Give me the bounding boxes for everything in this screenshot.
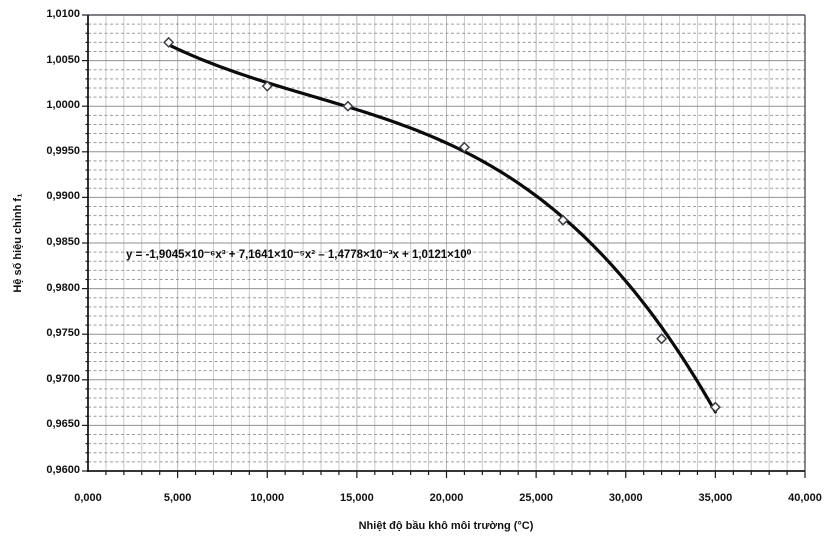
x-tick-label: 5,000 — [163, 492, 192, 504]
y-tick-label: 0,9850 — [46, 236, 80, 248]
data-point-marker — [709, 401, 721, 413]
y-tick-label: 0,9600 — [46, 464, 80, 476]
x-axis-title: Nhiệt độ bầu khô môi trường (°C) — [358, 520, 534, 532]
y-tick-label: 1,0000 — [46, 99, 80, 112]
x-tick-label: 10,000 — [250, 492, 285, 504]
data-point-marker — [458, 141, 470, 153]
y-tick-label: 0,9750 — [46, 327, 80, 340]
data-point-marker — [261, 80, 273, 92]
y-tick-label: 0,9650 — [46, 418, 80, 431]
trendline-equation-label: y = -1,9045×10⁻⁶x³ + 7,1641×10⁻⁵x² – 1,4… — [126, 249, 472, 261]
x-tick-label: 40,000 — [788, 492, 822, 504]
y-tick-label: 0,9700 — [46, 372, 80, 385]
y-tick-label: 0,9800 — [46, 281, 80, 294]
trendline-curve — [167, 43, 717, 414]
y-axis-title: Hệ số hiệu chỉnh f₁ — [12, 193, 24, 293]
data-point-marker — [342, 100, 354, 112]
data-point-marker — [656, 333, 668, 345]
x-tick-label: 35,000 — [698, 492, 733, 504]
x-tick-label: 20,000 — [429, 492, 464, 504]
y-tick-label: 0,9950 — [46, 144, 80, 157]
x-tick-label: 15,000 — [340, 492, 374, 504]
x-tick-label: 25,000 — [519, 492, 553, 504]
x-tick-label: 0,000 — [74, 492, 102, 504]
data-point-marker — [163, 36, 175, 48]
data-point-marker — [557, 214, 569, 226]
y-tick-label: 1,0100 — [46, 8, 80, 20]
x-tick-label: 30,000 — [608, 492, 643, 504]
y-tick-label: 1,0050 — [46, 53, 80, 66]
y-tick-label: 0,9900 — [46, 190, 80, 203]
